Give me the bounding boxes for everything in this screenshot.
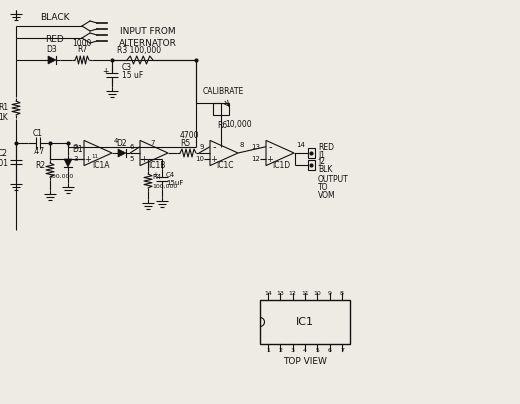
Text: ALTERNATOR: ALTERNATOR bbox=[119, 40, 177, 48]
Text: .47: .47 bbox=[32, 147, 44, 156]
Text: RED: RED bbox=[46, 34, 64, 44]
Text: R1: R1 bbox=[0, 103, 8, 112]
Text: 8: 8 bbox=[340, 291, 344, 296]
Text: 9: 9 bbox=[328, 291, 332, 296]
Text: 11: 11 bbox=[301, 291, 309, 296]
Text: C3: C3 bbox=[122, 63, 132, 72]
Text: OUTPUT: OUTPUT bbox=[318, 175, 349, 183]
Bar bbox=[308, 148, 315, 158]
Text: 14: 14 bbox=[296, 142, 305, 148]
Text: 4: 4 bbox=[114, 138, 119, 144]
Text: R2: R2 bbox=[35, 162, 45, 170]
Text: 7: 7 bbox=[340, 348, 344, 353]
Text: IC1C: IC1C bbox=[217, 160, 234, 170]
Text: 9: 9 bbox=[200, 144, 204, 150]
Text: IC1A: IC1A bbox=[92, 160, 110, 170]
Text: 10,000: 10,000 bbox=[225, 120, 252, 130]
Text: 3: 3 bbox=[73, 156, 78, 162]
Text: 12: 12 bbox=[289, 291, 296, 296]
Text: 1000: 1000 bbox=[72, 38, 92, 48]
Text: IC1D: IC1D bbox=[272, 160, 291, 170]
Text: 10: 10 bbox=[195, 156, 204, 162]
Text: R5: R5 bbox=[180, 139, 190, 147]
Polygon shape bbox=[118, 149, 126, 157]
Text: 11: 11 bbox=[92, 154, 99, 158]
Text: D2: D2 bbox=[116, 139, 127, 147]
Text: IC1B: IC1B bbox=[148, 160, 165, 170]
Text: 13: 13 bbox=[277, 291, 284, 296]
Text: CALIBRATE: CALIBRATE bbox=[203, 86, 244, 95]
Text: -: - bbox=[142, 142, 146, 152]
Text: +: + bbox=[140, 155, 148, 164]
Text: J1: J1 bbox=[318, 152, 325, 160]
Text: INPUT FROM: INPUT FROM bbox=[120, 27, 176, 36]
Text: R3 100,000: R3 100,000 bbox=[117, 46, 161, 55]
Text: 2: 2 bbox=[278, 348, 282, 353]
Text: +: + bbox=[102, 67, 108, 76]
Text: -: - bbox=[86, 142, 90, 152]
Text: 8: 8 bbox=[240, 142, 244, 148]
Text: 7: 7 bbox=[150, 140, 155, 146]
Text: 100,000: 100,000 bbox=[48, 173, 73, 179]
Text: -: - bbox=[212, 142, 216, 152]
Text: J2: J2 bbox=[318, 158, 325, 166]
Text: 15 uF: 15 uF bbox=[122, 71, 143, 80]
Text: 13: 13 bbox=[251, 144, 260, 150]
Text: 6: 6 bbox=[328, 348, 332, 353]
Text: 10: 10 bbox=[314, 291, 321, 296]
Text: VOM: VOM bbox=[318, 191, 335, 200]
Bar bbox=[308, 160, 315, 170]
Text: 2: 2 bbox=[74, 144, 78, 150]
Text: C2: C2 bbox=[0, 149, 8, 158]
Text: 4: 4 bbox=[303, 348, 307, 353]
Bar bbox=[260, 300, 350, 344]
Text: 100,000: 100,000 bbox=[152, 183, 177, 189]
Text: 3: 3 bbox=[291, 348, 295, 353]
Polygon shape bbox=[48, 56, 56, 64]
Text: 12: 12 bbox=[251, 156, 260, 162]
Text: RED: RED bbox=[318, 143, 334, 152]
Text: 4700: 4700 bbox=[180, 130, 200, 139]
Text: +: + bbox=[152, 172, 158, 178]
Text: 1: 1 bbox=[266, 348, 270, 353]
Text: C4: C4 bbox=[166, 172, 175, 178]
Text: R4: R4 bbox=[152, 174, 161, 180]
Text: 6: 6 bbox=[129, 144, 134, 150]
Text: TOP VIEW: TOP VIEW bbox=[283, 358, 327, 366]
Bar bbox=[213, 103, 229, 115]
Text: D1: D1 bbox=[72, 145, 83, 154]
Text: TO: TO bbox=[318, 183, 329, 191]
Text: 5: 5 bbox=[129, 156, 134, 162]
Text: BLACK: BLACK bbox=[40, 13, 70, 23]
Text: -: - bbox=[268, 142, 272, 152]
Polygon shape bbox=[64, 159, 72, 167]
Text: .01: .01 bbox=[0, 160, 8, 168]
Text: +: + bbox=[211, 155, 217, 164]
Text: 15uF: 15uF bbox=[166, 180, 184, 186]
Text: 5: 5 bbox=[316, 348, 319, 353]
Text: IC1: IC1 bbox=[296, 317, 314, 327]
Text: 1K: 1K bbox=[0, 112, 8, 122]
Text: R6: R6 bbox=[217, 120, 227, 130]
Text: +: + bbox=[85, 155, 92, 164]
Text: 14: 14 bbox=[264, 291, 272, 296]
Text: +: + bbox=[267, 155, 274, 164]
Text: C1: C1 bbox=[33, 130, 43, 139]
Text: BLK: BLK bbox=[318, 166, 332, 175]
Text: D3: D3 bbox=[47, 46, 57, 55]
Text: R7: R7 bbox=[77, 46, 87, 55]
